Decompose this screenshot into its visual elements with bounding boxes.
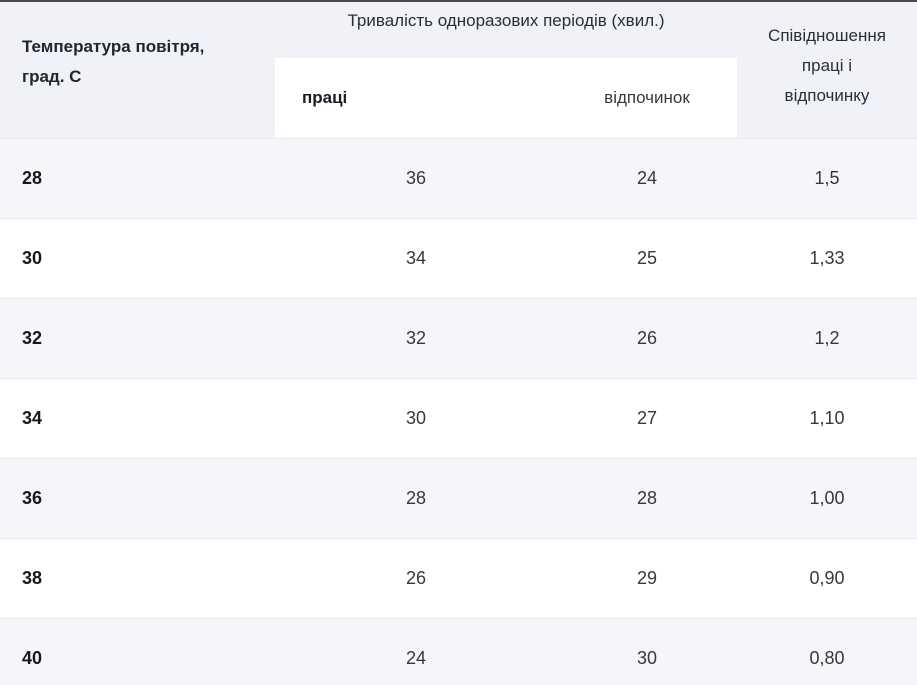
cell-temperature: 28 <box>22 168 43 188</box>
table-row: 34 30 27 1,10 <box>0 378 917 458</box>
header-work: праці <box>302 88 348 107</box>
cell-ratio: 0,90 <box>809 568 845 588</box>
table-row: 28 36 24 1,5 <box>0 138 917 218</box>
header-temperature: Температура повітря, град. С <box>0 2 275 138</box>
cell-temperature: 40 <box>22 648 43 668</box>
cell-work: 34 <box>405 248 427 268</box>
cell-rest: 24 <box>636 168 658 188</box>
cell-work: 36 <box>405 168 427 188</box>
cell-rest: 25 <box>636 248 658 268</box>
cell-ratio: 1,2 <box>814 328 840 348</box>
cell-rest: 30 <box>636 648 658 668</box>
header-duration-group-title: Тривалість одноразових періодів (хвил.) <box>347 11 665 30</box>
header-ratio: Співідношення праці і відпочинку <box>737 2 917 138</box>
cell-temperature: 38 <box>22 568 43 588</box>
cell-work: 32 <box>405 328 427 348</box>
table-row: 40 24 30 0,80 <box>0 618 917 685</box>
cell-temperature: 34 <box>22 408 43 428</box>
cell-work: 28 <box>405 488 427 508</box>
cell-rest: 29 <box>636 568 658 588</box>
cell-rest: 28 <box>636 488 658 508</box>
cell-ratio: 0,80 <box>809 648 845 668</box>
cell-work: 24 <box>405 648 427 668</box>
cell-ratio: 1,10 <box>809 408 845 428</box>
cell-ratio: 1,00 <box>809 488 845 508</box>
header-duration-subrow: праці відпочинок <box>275 58 737 138</box>
table-row: 32 32 26 1,2 <box>0 298 917 378</box>
cell-temperature: 30 <box>22 248 43 268</box>
table-row: 36 28 28 1,00 <box>0 458 917 538</box>
table-header: Температура повітря, град. С Тривалість … <box>0 2 917 138</box>
header-duration-group: Тривалість одноразових періодів (хвил.) … <box>275 2 737 138</box>
cell-rest: 26 <box>636 328 658 348</box>
cell-rest: 27 <box>636 408 658 428</box>
header-ratio-label: Співідношення праці і відпочинку <box>768 26 886 105</box>
cell-temperature: 32 <box>22 328 43 348</box>
cell-work: 30 <box>405 408 427 428</box>
cell-ratio: 1,33 <box>809 248 845 268</box>
cell-ratio: 1,5 <box>814 168 840 188</box>
table-row: 38 26 29 0,90 <box>0 538 917 618</box>
header-rest: відпочинок <box>604 88 690 107</box>
cell-temperature: 36 <box>22 488 43 508</box>
table-row: 30 34 25 1,33 <box>0 218 917 298</box>
header-temperature-label: Температура повітря, град. С <box>22 37 205 86</box>
cell-work: 26 <box>405 568 427 588</box>
